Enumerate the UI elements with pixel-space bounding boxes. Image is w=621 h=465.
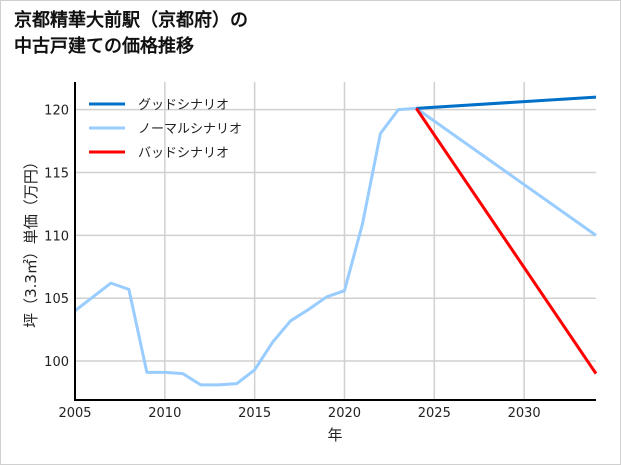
legend-label: グッドシナリオ [138, 98, 229, 113]
series-line-2 [415, 107, 598, 375]
x-axis-label: 年 [327, 426, 342, 444]
series-lines [74, 95, 598, 387]
x-tick-label: 2005 [58, 406, 91, 421]
axes [74, 82, 596, 401]
chart-title-line-1: 京都精華大前駅（京都府）の [14, 10, 248, 31]
x-tick-label: 2010 [148, 406, 181, 421]
chart-title-line-2: 中古戸建ての価格推移 [14, 36, 194, 57]
y-tick-label: 110 [44, 229, 69, 244]
series-line-0 [416, 95, 597, 110]
x-tick-label: 2030 [508, 406, 541, 421]
x-tick-label: 2025 [418, 406, 451, 421]
legend-label: バッドシナリオ [138, 146, 229, 161]
chart-title: 京都精華大前駅（京都府）の 中古戸建ての価格推移 [14, 8, 248, 60]
y-tick-label: 115 [44, 166, 69, 181]
x-tick-label: 2015 [238, 406, 271, 421]
y-axis-label: 坪（3.3㎡）単価（万円） [22, 154, 40, 328]
y-tick-label: 120 [44, 104, 69, 119]
y-tick-label: 100 [44, 355, 69, 370]
tick-labels: 2005 2010 2015 2020 2025 2030 100 105 110 115 120 [44, 104, 541, 421]
legend-label: ノーマルシナリオ [138, 122, 242, 137]
y-tick-label: 105 [44, 292, 69, 307]
series-line-1 [74, 106, 597, 387]
x-tick-label: 2020 [328, 406, 361, 421]
